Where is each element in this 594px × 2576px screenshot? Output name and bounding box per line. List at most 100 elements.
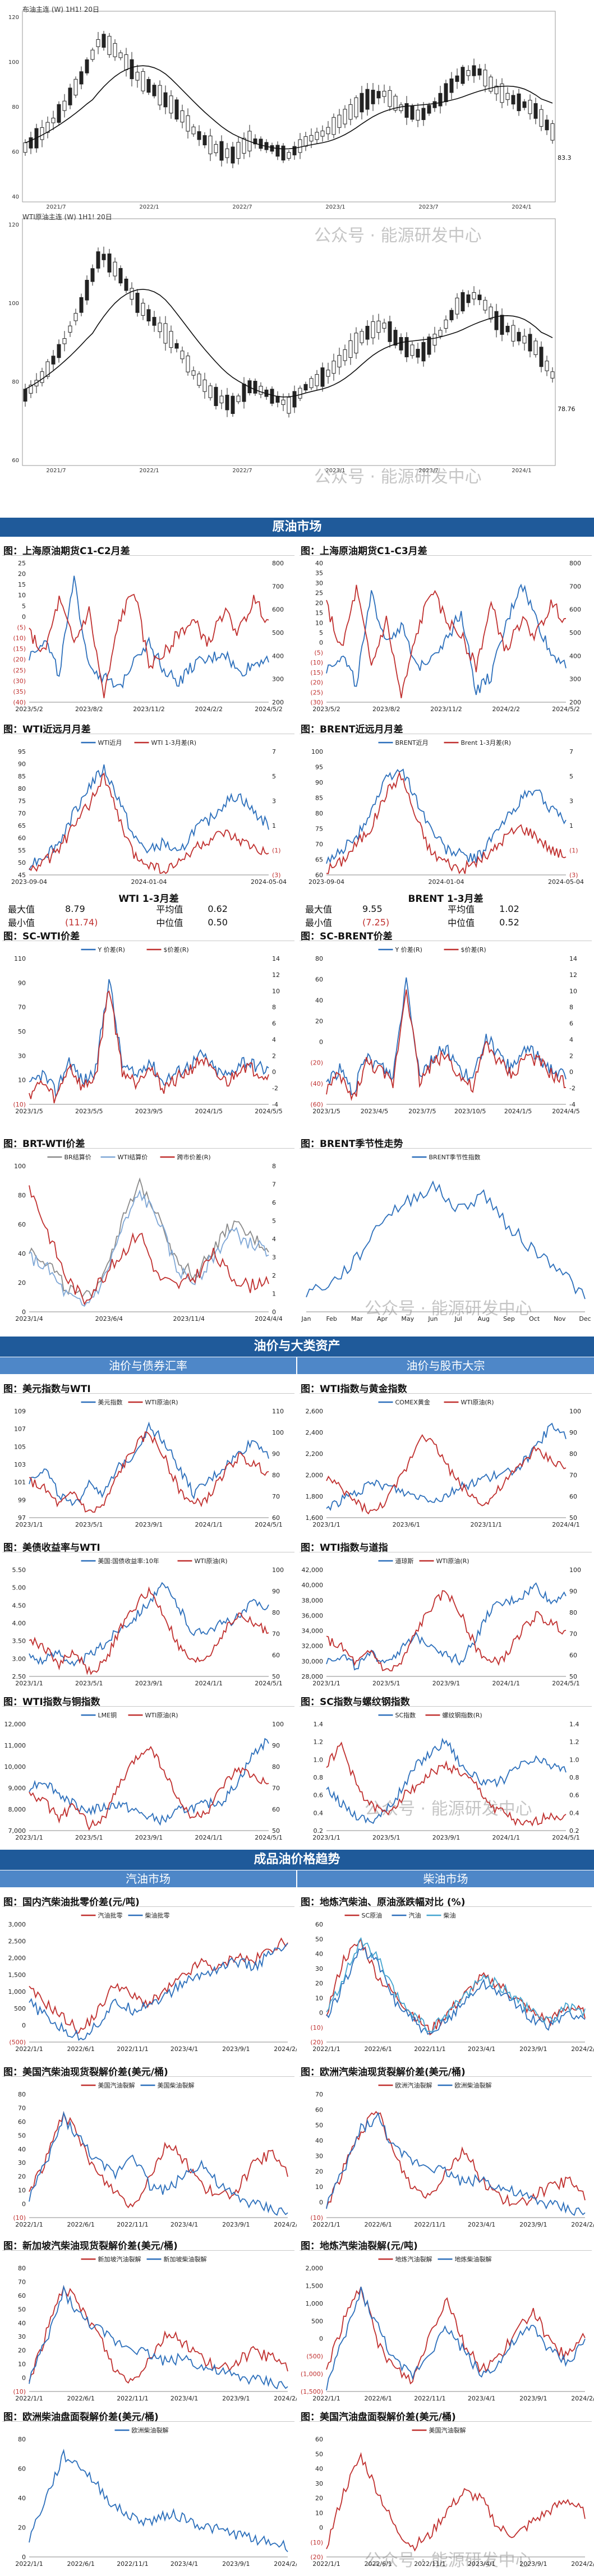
watermark: 公众号 · 能源研发中心 — [314, 226, 482, 246]
x-tick-label: 2023/4/1 — [171, 2395, 198, 2402]
y-tick-label: 2,400 — [306, 1429, 324, 1436]
y-tick-label: 90 — [18, 761, 26, 768]
stat-label: 平均值 — [156, 904, 183, 915]
series-line — [29, 2449, 288, 2552]
candle-body — [174, 99, 179, 119]
candle-body — [472, 65, 476, 76]
x-tick-label: 2022/6/1 — [364, 2221, 392, 2228]
x-tick-label: 2023/1/1 — [312, 1521, 340, 1528]
candle-body — [214, 386, 218, 406]
candle-body — [466, 294, 471, 303]
x-tick-label: 2024-01-04 — [429, 878, 464, 886]
candle-body — [337, 355, 342, 367]
y2-tick-label: 10 — [272, 988, 280, 995]
candle-body — [118, 52, 123, 58]
y-tick-label: 0.8 — [314, 1774, 324, 1781]
series-line — [326, 2110, 586, 2208]
x-tick-label: 2023/11/2 — [133, 706, 164, 713]
y-tick-label: 60 — [315, 872, 323, 879]
legend-label: 欧洲柴油裂解 — [455, 2081, 492, 2089]
candle-body — [388, 321, 392, 342]
x-tick-label: 2024/4/1 — [552, 1521, 579, 1528]
y-tick-label: 60 — [18, 1221, 26, 1228]
candle-body — [275, 395, 280, 403]
y-tick-label: 50 — [315, 2122, 323, 2129]
candle-body — [130, 288, 134, 300]
y-tick-label: 0 — [22, 2022, 26, 2029]
series-line — [29, 1431, 269, 1513]
candle-body — [550, 123, 555, 141]
line-chart: WTI近月 WTI 1-3月差(R)95908580757065605550457… — [11, 739, 287, 886]
date-tick-label: 2022/7 — [232, 468, 252, 474]
candle-body — [489, 306, 493, 320]
chart-title: 图：美元指数与WTI — [3, 1384, 91, 1395]
x-tick-label: 2024/2/1 — [274, 2395, 297, 2402]
wti-stats-table: 最大值 8.79 平均值 0.62 最小值 (11.74) 中位值 0.50 — [6, 902, 230, 929]
y-tick-label: (10) — [13, 2214, 26, 2222]
y-tick-label: 50 — [18, 1028, 26, 1035]
chart-title: 图：BRENT季节性走势 — [301, 1139, 403, 1150]
y-tick-label: 500 — [311, 2317, 323, 2325]
candle-body — [40, 371, 44, 383]
x-tick-label: 2023/9/1 — [432, 1834, 460, 1841]
date-tick-label: 2022/1 — [139, 468, 159, 474]
y-tick-label: 55 — [18, 847, 26, 854]
x-tick-label: 2023/5/1 — [372, 1680, 400, 1687]
y2-tick-label: 1.4 — [569, 1721, 579, 1728]
y2-tick-label: 700 — [272, 583, 284, 590]
y-tick-label: (25) — [13, 667, 26, 674]
watermark: 公众号 · 能源研发中心 — [314, 467, 482, 487]
y-tick-label: 40 — [315, 560, 323, 567]
candle-body — [449, 78, 454, 93]
x-tick-label: Jul — [454, 1315, 462, 1322]
candle-body — [236, 395, 241, 402]
legend-label: BRENT近月 — [395, 739, 429, 746]
line-chart: BRENT季节性指数 Jan Feb Mar Apr May Jun Jul Aug Sep Oct… — [301, 1153, 591, 1322]
line-chart: SC原油 汽油 柴油 60 50 40 30 20 10 0 (10) (20)2022/1/1 202… — [310, 1911, 594, 2053]
chart-title: 图：美国汽柴油现货裂解价差(美元/桶) — [3, 2067, 168, 2078]
x-tick-label: 2024/1/1 — [492, 1680, 520, 1687]
x-tick-label: 2023/4/1 — [171, 2221, 198, 2228]
y2-tick-label: 0 — [569, 1068, 573, 1076]
candle-body — [163, 92, 168, 108]
candle-body — [146, 79, 151, 93]
y2-tick-label: 7 — [272, 748, 276, 755]
legend-label: 美国汽油裂解 — [429, 2426, 466, 2434]
y-tick-label: 4.50 — [12, 1602, 26, 1609]
y-tick-label: 0 — [22, 1308, 26, 1316]
y-tick-label: (20) — [310, 1059, 323, 1067]
candle-body — [169, 331, 173, 348]
y-tick-label: 99 — [18, 1496, 26, 1504]
x-tick-label: 2023/4/5 — [361, 1108, 388, 1115]
x-tick-label: 2024/1/1 — [492, 1834, 520, 1841]
candle-body — [253, 381, 257, 394]
y-tick-label: 15 — [315, 610, 323, 617]
y2-tick-label: 4 — [272, 1236, 276, 1243]
x-tick-label: Jan — [301, 1315, 311, 1322]
line-chart: 道琼斯 WTI原油(R) 42,000 40,000 38,000 36,000 34,00… — [302, 1557, 582, 1687]
candle-body — [477, 68, 482, 76]
x-tick-label: 2022/11/1 — [117, 2045, 148, 2053]
candle-body — [90, 268, 95, 282]
y2-tick-label: 50 — [272, 1673, 280, 1680]
legend-label: 美国柴油裂解 — [158, 2081, 195, 2089]
x-tick-label: 2023-09-04 — [11, 878, 47, 886]
y2-tick-label: 0.4 — [569, 1809, 579, 1817]
title-divider — [300, 1706, 592, 1707]
candle-body — [219, 141, 224, 161]
y2-tick-label: (3) — [569, 872, 578, 879]
y2-tick-label: 12 — [272, 971, 280, 979]
series-line — [326, 583, 567, 695]
y-tick-label: 0 — [319, 2010, 323, 2017]
line-chart: 新加坡汽油裂解 新加坡柴油裂解80706050403020100(10)2022/… — [13, 2255, 297, 2402]
y-tick-label: 40 — [18, 2146, 26, 2153]
candle-body — [550, 371, 555, 379]
candle-body — [270, 145, 274, 152]
price-tick-label: 100 — [8, 59, 19, 66]
candle-body — [472, 292, 476, 299]
y-tick-label: (10) — [310, 2024, 323, 2031]
y2-tick-label: 1 — [272, 822, 276, 830]
y2-tick-label: 100 — [569, 1566, 581, 1574]
candle-body — [124, 278, 128, 291]
